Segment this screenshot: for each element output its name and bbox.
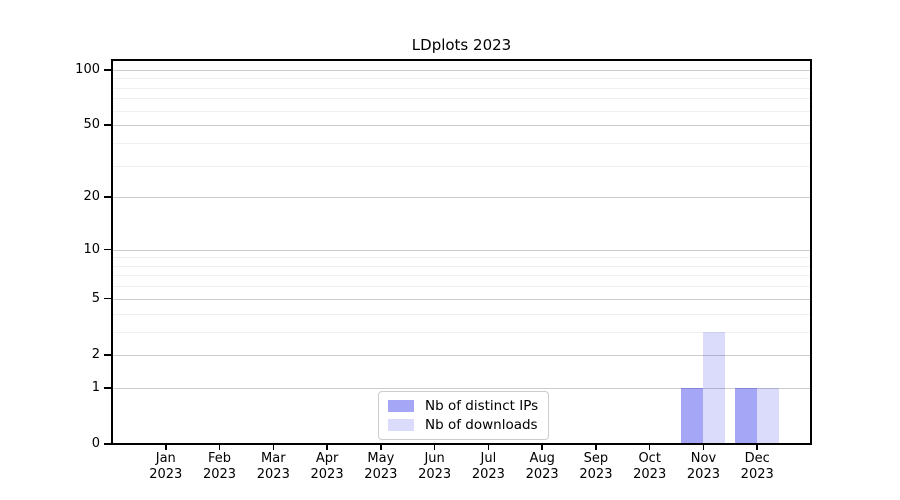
x-tick-label: Apr 2023 <box>310 451 344 482</box>
x-tick-mark <box>702 444 705 450</box>
y-tick-mark <box>104 196 111 198</box>
gridline-minor <box>112 265 811 267</box>
gridline-minor <box>112 87 811 89</box>
y-tick-label: 2 <box>91 346 100 362</box>
x-tick-mark <box>595 444 597 450</box>
x-tick-label: Mar 2023 <box>256 451 290 482</box>
x-tick-label: Oct 2023 <box>633 451 667 482</box>
legend: Nb of distinct IPs Nb of downloads <box>378 391 550 440</box>
y-tick-mark <box>104 69 111 71</box>
legend-swatch-downloads <box>388 419 414 431</box>
x-tick-mark <box>380 444 382 450</box>
gridline-minor <box>112 165 811 167</box>
x-tick-mark <box>487 444 490 450</box>
x-tick-label: Dec 2023 <box>740 451 774 482</box>
gridline-minor <box>112 142 811 144</box>
y-tick-label: 5 <box>91 290 100 306</box>
x-tick-label: Sep 2023 <box>579 451 613 482</box>
y-tick-label: 20 <box>83 189 100 205</box>
x-tick-mark <box>648 444 651 450</box>
legend-item-distinct-ips: Nb of distinct IPs <box>388 398 538 414</box>
y-tick-mark <box>104 387 111 389</box>
x-tick-mark <box>756 444 758 450</box>
x-tick-label: Jul 2023 <box>471 451 505 482</box>
spine-left <box>111 59 113 445</box>
chart-title: LDplots 2023 <box>411 36 512 54</box>
x-tick-label: Jun 2023 <box>418 451 452 482</box>
bar-downloads-nov <box>703 331 726 444</box>
x-tick-label: Feb 2023 <box>202 451 237 482</box>
gridline-major <box>112 298 811 300</box>
gridline-major <box>112 69 811 71</box>
gridline-minor <box>112 78 811 80</box>
bar-distinct-ips-nov <box>681 387 704 444</box>
y-tick-mark <box>104 124 111 126</box>
x-tick-label: Jan 2023 <box>149 451 183 482</box>
y-tick-mark <box>104 248 111 251</box>
gridline-minor <box>112 257 811 259</box>
gridline-minor <box>112 110 811 112</box>
gridline-major <box>112 387 811 389</box>
y-tick-label: 100 <box>75 61 100 77</box>
x-tick-mark <box>541 444 543 450</box>
y-tick-mark <box>104 297 111 300</box>
x-tick-mark <box>272 444 275 450</box>
legend-label-downloads: Nb of downloads <box>425 417 538 433</box>
gridline-minor <box>112 275 811 277</box>
y-tick-label: 50 <box>83 117 100 133</box>
y-tick-label: 1 <box>91 379 100 395</box>
gridline-major <box>112 249 811 251</box>
bar-downloads-dec <box>757 387 780 444</box>
y-tick-mark <box>104 354 111 356</box>
gridline-minor <box>112 331 811 333</box>
spine-bottom <box>111 443 812 445</box>
x-tick-mark <box>433 444 436 450</box>
bar-distinct-ips-dec <box>735 387 758 444</box>
legend-label-distinct-ips: Nb of distinct IPs <box>425 398 539 414</box>
x-tick-mark <box>326 444 328 450</box>
x-tick-mark <box>218 444 221 450</box>
spine-top <box>111 59 812 61</box>
gridline-minor <box>112 313 811 315</box>
gridline-minor <box>112 98 811 100</box>
gridline-major <box>112 354 811 356</box>
legend-item-downloads: Nb of downloads <box>388 417 538 433</box>
x-tick-label: May 2023 <box>364 451 398 482</box>
gridline-major <box>112 197 811 199</box>
x-tick-label: Aug 2023 <box>525 451 559 482</box>
gridline-minor <box>112 286 811 288</box>
spine-right <box>810 59 812 445</box>
y-tick-label: 0 <box>91 436 100 451</box>
legend-swatch-distinct-ips <box>388 400 414 412</box>
y-tick-mark <box>104 443 111 445</box>
x-tick-label: Nov 2023 <box>686 451 720 482</box>
gridline-major <box>112 125 811 127</box>
x-tick-mark <box>165 444 167 450</box>
y-tick-label: 10 <box>83 241 100 257</box>
